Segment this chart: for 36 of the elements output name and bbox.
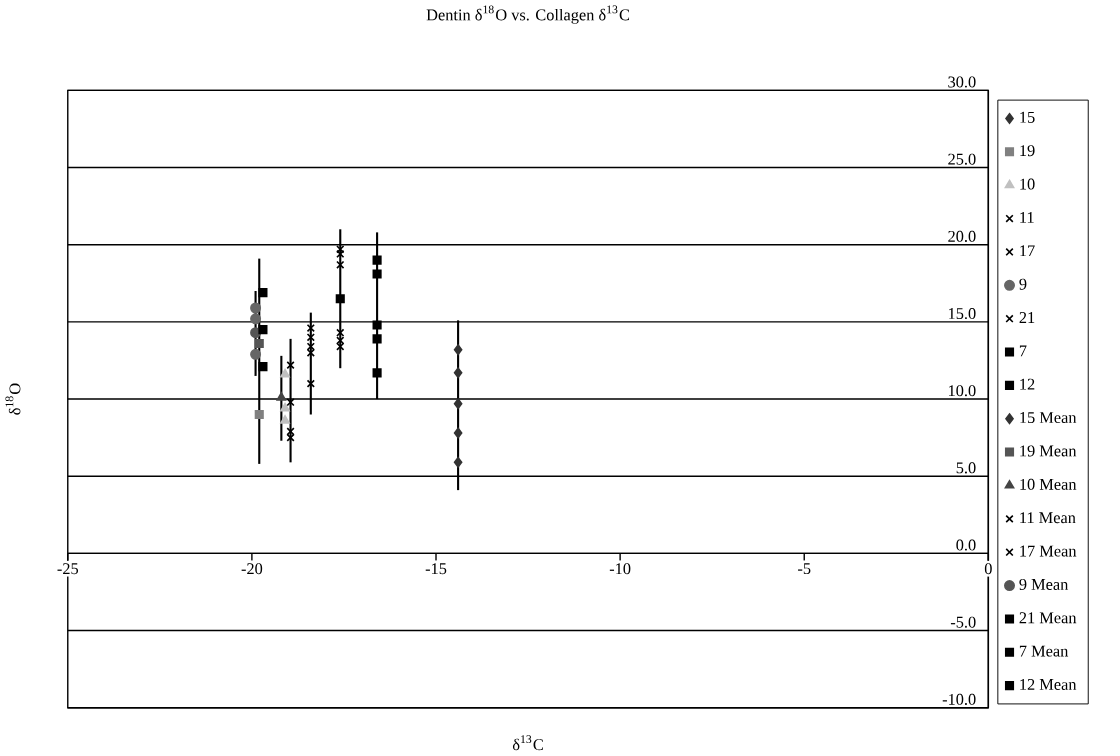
y-tick-label: 25.0 xyxy=(948,153,976,165)
legend-label: 11 xyxy=(1020,212,1034,223)
x-tick-label: -20 xyxy=(241,563,263,575)
x-tick-label: -10 xyxy=(609,563,631,575)
legend-label: 10 xyxy=(1020,178,1035,190)
legend-label: 15 xyxy=(1020,111,1035,123)
x-tick-label: -25 xyxy=(57,563,79,575)
y-tick-label: -10.0 xyxy=(942,693,976,706)
legend-label: 9 Mean xyxy=(1019,579,1069,591)
y-tick-label: 30.0 xyxy=(948,76,976,88)
y-tick-label: 10.0 xyxy=(948,385,976,397)
y-tick-label: 20.0 xyxy=(948,230,976,243)
x-tick-label: -15 xyxy=(425,563,447,575)
legend-label: 12 Mean xyxy=(1020,679,1077,691)
legend-label: 12 xyxy=(1020,378,1035,390)
y-axis-title: δ$^{18}$O xyxy=(5,383,21,415)
y-tick-label: 15.0 xyxy=(948,308,976,320)
legend-label: 19 Mean xyxy=(1020,445,1077,457)
y-tick-label: 0.0 xyxy=(956,539,976,551)
legend-label: 7 Mean xyxy=(1019,645,1069,657)
x-tick-label: -5 xyxy=(798,563,811,575)
legend-label: 19 xyxy=(1020,145,1035,157)
x-axis-title: δ$^{13}$C xyxy=(512,735,543,751)
chart-title: Dentin δ$^{18}$O vs. Collagen δ$^{13}$C xyxy=(426,5,630,24)
legend-label: 10 Mean xyxy=(1020,478,1077,490)
legend-label: 15 Mean xyxy=(1020,412,1077,424)
legend-label: 11 Mean xyxy=(1020,512,1076,524)
legend-label: 21 xyxy=(1019,312,1035,324)
y-tick-label: -5.0 xyxy=(950,616,976,628)
x-tick-label: 0 xyxy=(984,563,992,575)
y-tick-label: 5.0 xyxy=(956,462,976,474)
legend-label: 9 xyxy=(1019,278,1027,290)
legend-label: 17 xyxy=(1020,245,1035,257)
legend-label: 7 xyxy=(1019,345,1027,357)
legend-label: 21 Mean xyxy=(1019,612,1077,624)
legend-label: 17 Mean xyxy=(1020,545,1077,557)
